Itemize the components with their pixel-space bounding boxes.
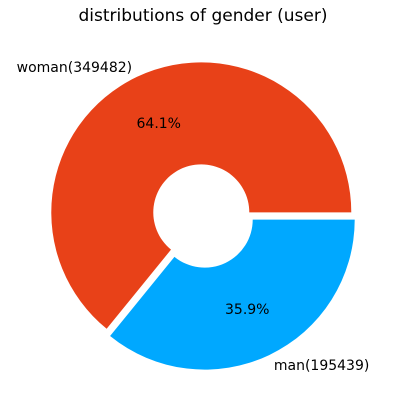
pie-category-label-0: woman(349482) bbox=[17, 60, 132, 76]
pie-slices bbox=[51, 62, 355, 370]
pie-percent-label-0: 64.1% bbox=[137, 116, 181, 132]
pie-labels: 64.1% woman(349482) 35.9% man(195439) bbox=[17, 60, 370, 374]
pie-slice-0 bbox=[51, 62, 352, 329]
pie-percent-label-1: 35.9% bbox=[225, 302, 269, 318]
chart-title: distributions of gender (user) bbox=[79, 6, 328, 26]
pie-category-label-1: man(195439) bbox=[274, 358, 369, 374]
pie-slice-1 bbox=[110, 219, 355, 370]
